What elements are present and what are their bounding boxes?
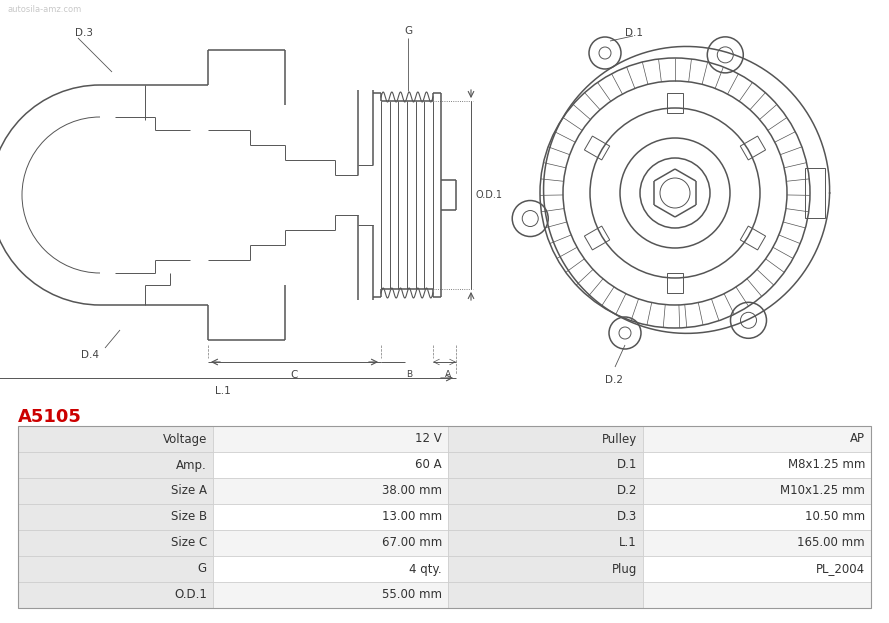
Text: 10.50 mm: 10.50 mm <box>805 510 865 523</box>
Bar <box>213 452 448 478</box>
Bar <box>18 478 213 504</box>
Bar <box>213 556 448 582</box>
Bar <box>448 452 643 478</box>
Bar <box>213 426 448 452</box>
Bar <box>18 426 871 608</box>
Text: C: C <box>291 370 298 380</box>
Text: D.2: D.2 <box>617 485 637 498</box>
Text: 165.00 mm: 165.00 mm <box>797 536 865 549</box>
Text: Size B: Size B <box>171 510 207 523</box>
Text: PL_2004: PL_2004 <box>816 563 865 576</box>
Bar <box>213 478 448 504</box>
Bar <box>643 530 871 556</box>
Bar <box>18 452 213 478</box>
Text: O.D.1: O.D.1 <box>174 589 207 601</box>
Bar <box>643 504 871 530</box>
Bar <box>643 556 871 582</box>
Text: Size A: Size A <box>171 485 207 498</box>
Text: L.1: L.1 <box>215 386 231 396</box>
Text: G: G <box>198 563 207 576</box>
Bar <box>805 168 825 218</box>
Bar <box>213 582 448 608</box>
Bar <box>18 530 213 556</box>
Text: M10x1.25 mm: M10x1.25 mm <box>781 485 865 498</box>
Bar <box>213 504 448 530</box>
Bar <box>448 530 643 556</box>
Bar <box>448 582 643 608</box>
Text: M8x1.25 mm: M8x1.25 mm <box>788 459 865 472</box>
Text: L.1: L.1 <box>620 536 637 549</box>
Text: G: G <box>404 26 412 36</box>
Text: 38.00 mm: 38.00 mm <box>382 485 442 498</box>
Text: Amp.: Amp. <box>176 459 207 472</box>
Bar <box>643 426 871 452</box>
Bar <box>643 452 871 478</box>
Bar <box>18 504 213 530</box>
Text: O.D.1: O.D.1 <box>476 190 503 200</box>
Text: Plug: Plug <box>612 563 637 576</box>
Text: D.2: D.2 <box>605 375 623 385</box>
Text: B: B <box>406 370 412 379</box>
Bar <box>213 530 448 556</box>
Text: A5105: A5105 <box>18 408 82 426</box>
Text: D.1: D.1 <box>617 459 637 472</box>
Text: Size C: Size C <box>171 536 207 549</box>
Bar <box>448 478 643 504</box>
Bar <box>448 504 643 530</box>
Text: Pulley: Pulley <box>602 432 637 445</box>
Bar <box>18 426 213 452</box>
Text: 60 A: 60 A <box>415 459 442 472</box>
Text: AP: AP <box>850 432 865 445</box>
Text: 13.00 mm: 13.00 mm <box>382 510 442 523</box>
Bar <box>643 478 871 504</box>
Bar <box>18 556 213 582</box>
Bar <box>448 426 643 452</box>
Text: 12 V: 12 V <box>415 432 442 445</box>
Text: A: A <box>444 370 451 379</box>
Bar <box>643 582 871 608</box>
Text: D.4: D.4 <box>81 350 99 360</box>
Bar <box>18 582 213 608</box>
Text: D.3: D.3 <box>75 28 93 38</box>
Bar <box>448 556 643 582</box>
Text: autosila-amz.com: autosila-amz.com <box>8 5 83 14</box>
Text: 55.00 mm: 55.00 mm <box>382 589 442 601</box>
Text: D.3: D.3 <box>617 510 637 523</box>
Text: D.1: D.1 <box>625 28 643 38</box>
Text: 67.00 mm: 67.00 mm <box>381 536 442 549</box>
Text: 4 qty.: 4 qty. <box>409 563 442 576</box>
Text: Voltage: Voltage <box>163 432 207 445</box>
